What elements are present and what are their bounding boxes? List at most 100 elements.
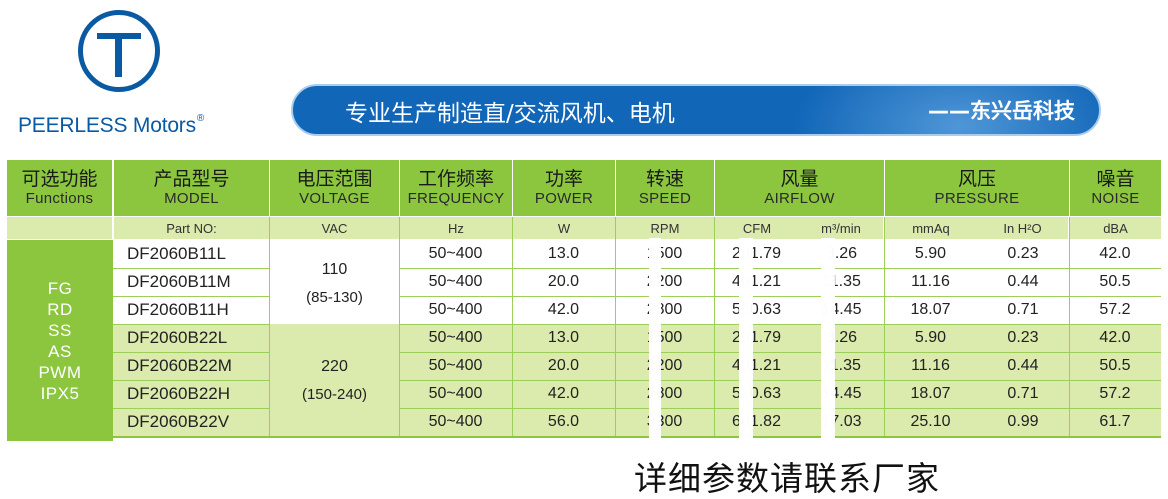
functions-cell: FG RD SS AS PWM IPX5 <box>7 240 113 441</box>
speed-cell: 2200 <box>646 273 683 290</box>
frequency-cell: 50~400 <box>428 329 483 346</box>
inh2o-cell: 0.23 <box>1007 329 1039 346</box>
column-header-en: PRESSURE <box>934 189 1020 207</box>
row-divider <box>399 408 1161 409</box>
speed-cell: 2200 <box>646 357 683 374</box>
column-header-en: MODEL <box>164 189 219 207</box>
column-divider <box>714 217 715 436</box>
column-header: 转速 SPEED <box>616 160 714 216</box>
row-divider <box>113 268 269 269</box>
function-label: PWM <box>38 362 82 382</box>
power-cell: 56.0 <box>547 413 580 430</box>
column-divider <box>269 217 270 436</box>
speed-cell: 3300 <box>646 413 683 430</box>
speed-cell: 2800 <box>646 301 683 318</box>
cfm-cell: 291.79 <box>732 329 781 346</box>
m3-cell: 11.35 <box>822 273 861 290</box>
column-header-en: AIRFLOW <box>764 189 835 207</box>
voltage-value: 220 <box>321 357 348 375</box>
unit-label: m³/min <box>799 217 883 239</box>
model-cell: DF2060B22M <box>127 356 232 375</box>
banner-slogan: 专业生产制造直/交流风机、电机 <box>345 101 675 127</box>
noise-cell: 57.2 <box>1099 301 1131 318</box>
cfm-cell: 601.82 <box>732 413 781 430</box>
column-header: 电压范围 VOLTAGE <box>270 160 399 216</box>
mmaq-cell: 11.16 <box>911 273 950 290</box>
table-bottom-line <box>7 436 1161 438</box>
column-header-en: SPEED <box>638 189 692 207</box>
column-header-en: VOLTAGE <box>299 189 370 207</box>
frequency-cell: 50~400 <box>428 385 483 402</box>
unit-label: dBA <box>1070 217 1161 239</box>
mmaq-cell: 18.07 <box>910 301 951 318</box>
power-cell: 13.0 <box>547 245 580 262</box>
contact-note: 详细参数请联系厂家 <box>634 459 940 498</box>
power-cell: 13.0 <box>547 329 580 346</box>
m3-cell: 8.26 <box>825 329 858 346</box>
cfm-cell: 401.21 <box>732 273 781 290</box>
column-header: 噪音 NOISE <box>1070 160 1161 216</box>
mmaq-cell: 25.10 <box>910 413 951 430</box>
column-header: 风压 PRESSURE <box>885 160 1069 216</box>
m3-cell: 17.03 <box>821 413 862 430</box>
function-label: IPX5 <box>40 383 80 403</box>
unit-label: CFM <box>715 217 799 239</box>
noise-cell: 42.0 <box>1099 329 1131 346</box>
voltage-value: 110 <box>321 260 348 278</box>
unit-label: VAC <box>270 217 399 239</box>
row-divider <box>113 324 269 325</box>
column-header-zh: 可选功能 <box>21 167 98 190</box>
model-cell: DF2060B11L <box>127 244 226 263</box>
column-header: 功率 POWER <box>513 160 615 216</box>
cfm-cell: 401.21 <box>732 357 781 374</box>
power-cell: 20.0 <box>547 273 580 290</box>
unit-label <box>7 217 112 239</box>
column-header-en: POWER <box>534 189 594 207</box>
unit-label: Hz <box>400 217 512 239</box>
model-cell: DF2060B22H <box>127 384 231 403</box>
m3-cell: 14.45 <box>821 301 862 318</box>
column-divider <box>615 217 616 436</box>
column-header-zh: 噪音 <box>1096 167 1135 190</box>
power-cell: 42.0 <box>547 301 580 318</box>
column-divider <box>512 217 513 436</box>
frequency-cell: 50~400 <box>428 413 483 430</box>
column-header-en: NOISE <box>1091 189 1140 207</box>
function-label: RD <box>47 299 73 319</box>
noise-cell: 50.5 <box>1099 273 1131 290</box>
m3-cell: 8.26 <box>825 245 858 262</box>
inh2o-cell: 0.23 <box>1007 245 1039 262</box>
row-divider <box>399 268 1161 269</box>
mmaq-cell: 18.07 <box>910 385 951 402</box>
column-divider <box>1069 217 1070 436</box>
speed-cell: 1500 <box>646 245 683 262</box>
cfm-cell: 510.63 <box>732 385 781 402</box>
row-divider <box>113 352 269 353</box>
column-header: 工作频率 FREQUENCY <box>400 160 512 216</box>
model-cell: DF2060B22V <box>127 412 230 431</box>
model-cell: DF2060B11H <box>127 300 229 319</box>
frequency-cell: 50~400 <box>428 273 483 290</box>
unit-label: RPM <box>616 217 714 239</box>
cfm-cell: 510.63 <box>732 301 781 318</box>
mmaq-cell: 5.90 <box>914 245 947 262</box>
speed-cell: 1500 <box>646 329 683 346</box>
noise-cell: 42.0 <box>1099 245 1131 262</box>
frequency-cell: 50~400 <box>428 245 483 262</box>
voltage-range: (85-130) <box>306 288 363 306</box>
function-label: AS <box>48 341 72 361</box>
row-divider <box>399 296 1161 297</box>
m3-cell: 11.35 <box>822 357 861 374</box>
inh2o-cell: 0.44 <box>1007 273 1039 290</box>
noise-cell: 61.7 <box>1099 413 1131 430</box>
banner-company: ——东兴岳科技 <box>928 99 1075 123</box>
row-divider <box>113 380 269 381</box>
inh2o-cell: 0.71 <box>1007 385 1039 402</box>
column-header-zh: 转速 <box>645 167 684 190</box>
spec-table: 可选功能 Functions 产品型号 MODEL 电压范围 VOLTAGE 工作频率 FRE… <box>7 160 1161 441</box>
row-divider <box>113 408 269 409</box>
speed-cell: 2800 <box>646 385 683 402</box>
column-header-en: Functions <box>25 189 94 207</box>
redaction-mask <box>821 238 835 438</box>
inh2o-cell: 0.44 <box>1007 357 1039 374</box>
